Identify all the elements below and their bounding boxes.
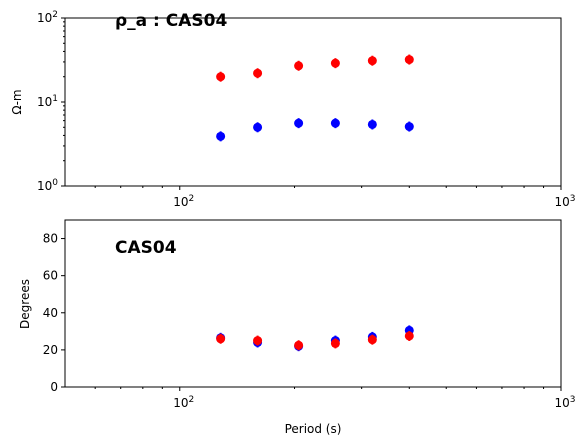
x-tick-label: 102: [173, 194, 194, 209]
blue-data-point: [216, 131, 226, 142]
blue-data-point: [404, 121, 414, 132]
point-marker: [404, 122, 414, 132]
blue-data-point: [330, 118, 340, 129]
point-marker: [330, 118, 340, 128]
red-data-point: [330, 338, 340, 349]
point-marker: [367, 335, 377, 345]
point-marker: [367, 119, 377, 129]
red-data-point: [253, 68, 263, 79]
red-data-point: [404, 330, 414, 341]
apparent-resistivity-panel: ρ_a : CAS04 Ω-m 102 103 100 101 102: [10, 10, 576, 209]
blue-data-point: [367, 119, 377, 130]
point-marker: [367, 56, 377, 66]
y-axis-label: Ω-m: [10, 89, 24, 114]
point-marker: [294, 340, 304, 350]
point-marker: [253, 68, 263, 78]
blue-data-point: [294, 118, 304, 129]
y-tick-label: 60: [43, 269, 58, 283]
plot-area-frame: [64, 17, 562, 187]
point-marker: [216, 72, 226, 82]
tick-group: 102 103 0 20 40 60 80: [43, 232, 576, 410]
y-tick-label: 20: [43, 343, 58, 357]
red-data-point: [367, 334, 377, 345]
panel-title: ρ_a : CAS04: [115, 11, 227, 31]
data-points: [216, 54, 414, 142]
x-tick-label: 103: [554, 395, 575, 410]
red-data-point: [367, 55, 377, 66]
point-marker: [330, 58, 340, 68]
data-points: [216, 325, 414, 352]
y-tick-label: 80: [43, 232, 58, 246]
y-axis-label: Degrees: [18, 279, 32, 329]
point-marker: [294, 118, 304, 128]
point-marker: [216, 334, 226, 344]
point-marker: [253, 336, 263, 346]
y-tick-label: 40: [43, 306, 58, 320]
x-tick-label: 103: [554, 194, 575, 209]
point-marker: [330, 338, 340, 348]
phase-panel: CAS04 Degrees Period (s) 102 103 0 20 40 60 80: [18, 219, 576, 436]
red-data-point: [216, 333, 226, 344]
red-data-point: [216, 71, 226, 82]
point-marker: [404, 331, 414, 341]
x-axis-label: Period (s): [285, 422, 342, 436]
y-tick-label: 102: [37, 10, 58, 25]
y-tick-label: 0: [50, 380, 58, 394]
red-data-point: [294, 60, 304, 71]
y-tick-label: 100: [37, 178, 58, 193]
blue-data-point: [253, 122, 263, 133]
plot-area-frame: [64, 219, 562, 388]
y-tick-label: 101: [37, 94, 58, 109]
point-marker: [404, 55, 414, 65]
tick-group: 102 103 100 101 102: [37, 10, 576, 209]
point-marker: [216, 131, 226, 141]
red-data-point: [404, 54, 414, 65]
red-data-point: [294, 340, 304, 351]
red-data-point: [253, 335, 263, 346]
red-data-point: [330, 58, 340, 69]
x-tick-label: 102: [173, 395, 194, 410]
point-marker: [294, 61, 304, 71]
panel-title: CAS04: [115, 238, 177, 258]
point-marker: [253, 122, 263, 132]
